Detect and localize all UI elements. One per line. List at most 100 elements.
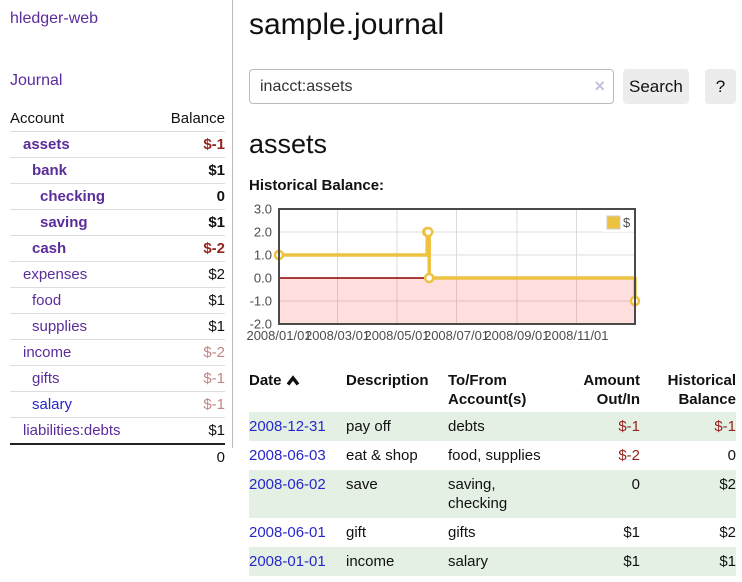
transaction-description: pay off	[346, 418, 391, 435]
account-balance: $2	[154, 261, 225, 288]
column-header-date[interactable]: Date	[249, 368, 346, 412]
svg-text:2.0: 2.0	[254, 225, 272, 240]
transaction-accounts: debts	[448, 418, 485, 435]
register-header-row: Date Description To/From Account(s) Amou…	[249, 368, 736, 412]
column-header-amount: Amount Out/In	[583, 372, 640, 408]
account-balance: 0	[154, 183, 225, 210]
svg-text:2008/11/01: 2008/11/01	[544, 328, 608, 343]
account-link-salary[interactable]: salary	[32, 396, 73, 413]
account-link-saving[interactable]: saving	[40, 214, 88, 231]
account-link-assets[interactable]: assets	[23, 136, 70, 153]
chart-canvas: 3.0 2.0 1.0 0.0 -1.0 -2.02008/01/012008/03/01…	[246, 202, 641, 343]
transaction-row: 2008-06-02 save saving, checking 0 $2	[249, 470, 736, 518]
account-row: expenses $2	[10, 261, 225, 288]
transaction-date-link[interactable]: 2008-06-01	[249, 524, 326, 541]
page-title: sample.journal	[249, 8, 445, 41]
account-row: assets $-1	[10, 131, 225, 158]
transaction-balance: 0	[727, 447, 736, 464]
account-balance: $-2	[154, 235, 225, 262]
account-balance: $1	[154, 157, 225, 184]
account-link-food[interactable]: food	[32, 292, 62, 309]
account-link-cash[interactable]: cash	[32, 240, 67, 257]
transaction-date-link[interactable]: 2008-06-02	[249, 476, 326, 493]
svg-text:2008/07/01: 2008/07/01	[424, 328, 489, 343]
accounts-header-account: Account	[10, 106, 155, 132]
historical-balance-chart: 3.0 2.0 1.0 0.0 -1.0 -2.0 2008/01/01 2008/03/01…	[246, 202, 641, 347]
account-heading: assets	[249, 129, 328, 159]
svg-text:2008/05/01: 2008/05/01	[364, 328, 429, 343]
clear-search-icon[interactable]: ×	[594, 76, 605, 96]
transaction-row: 2008-01-01 income salary $1 $1	[249, 547, 736, 576]
transaction-date-link[interactable]: 2008-12-31	[249, 418, 326, 435]
account-link-liabilities-debts[interactable]: liabilities:debts	[23, 422, 121, 439]
transaction-accounts: saving, checking	[448, 476, 508, 512]
svg-text:1.0: 1.0	[254, 248, 272, 263]
transaction-amount: $-2	[618, 447, 640, 464]
accounts-total-row: 0	[10, 443, 225, 470]
column-header-description: Description	[346, 372, 429, 389]
transaction-description: income	[346, 553, 395, 570]
account-link-checking[interactable]: checking	[40, 188, 106, 205]
column-header-tofrom: To/From Account(s)	[448, 372, 527, 408]
account-balance: $-1	[154, 131, 225, 158]
column-header-balance: Historical Balance	[667, 372, 736, 408]
transaction-row: 2008-06-01 gift gifts $1 $2	[249, 518, 736, 547]
account-row: cash $-2	[10, 235, 225, 262]
account-link-supplies[interactable]: supplies	[32, 318, 88, 335]
account-row: liabilities:debts $1	[10, 417, 225, 445]
transaction-date-link[interactable]: 2008-06-03	[249, 447, 326, 464]
account-row: supplies $1	[10, 313, 225, 340]
app-brand-link[interactable]: hledger-web	[10, 10, 99, 27]
transaction-amount: $1	[623, 553, 640, 570]
account-row: checking 0	[10, 183, 225, 210]
transaction-amount: $-1	[618, 418, 640, 435]
transaction-accounts: salary	[448, 553, 489, 570]
accounts-header-row: Account Balance	[10, 106, 225, 132]
transaction-accounts: food, supplies	[448, 447, 541, 464]
register-table: Date Description To/From Account(s) Amou…	[249, 368, 736, 576]
account-row: income $-2	[10, 339, 225, 366]
main-panel: sample.journal × Search ? assets Histori…	[246, 0, 736, 576]
accounts-table: Account Balance assets $-1 bank $1 check…	[10, 106, 225, 470]
search-button[interactable]: Search	[623, 69, 689, 104]
svg-text:2008/01/01: 2008/01/01	[246, 328, 311, 343]
account-balance: $-1	[154, 365, 225, 392]
help-button[interactable]: ?	[704, 69, 736, 104]
sidebar-item-journal[interactable]: Journal	[10, 72, 63, 89]
accounts-total-value: 0	[154, 443, 225, 470]
account-row: gifts $-1	[10, 365, 225, 392]
transaction-row: 2008-12-31 pay off debts $-1 $-1	[249, 412, 736, 441]
account-link-expenses[interactable]: expenses	[23, 266, 88, 283]
transaction-amount: $1	[623, 524, 640, 541]
transaction-date-link[interactable]: 2008-01-01	[249, 553, 326, 570]
transaction-accounts: gifts	[448, 524, 476, 541]
account-balance: $1	[154, 313, 225, 340]
accounts-header-balance: Balance	[154, 106, 225, 132]
transaction-description: save	[346, 476, 378, 493]
svg-text:-2.0: -2.0	[250, 317, 272, 332]
account-link-gifts[interactable]: gifts	[32, 370, 60, 387]
transaction-row: 2008-06-03 eat & shop food, supplies $-2…	[249, 441, 736, 470]
account-balance: $1	[154, 209, 225, 236]
account-row: bank $1	[10, 157, 225, 184]
svg-text:-1.0: -1.0	[250, 294, 272, 309]
transaction-balance: $1	[719, 553, 736, 570]
sidebar: hledger-web Journal Account Balance asse…	[0, 0, 233, 470]
sort-ascending-icon	[286, 375, 299, 386]
account-row: food $1	[10, 287, 225, 314]
svg-text:0.0: 0.0	[254, 271, 272, 286]
transaction-description: eat & shop	[346, 447, 418, 464]
account-link-bank[interactable]: bank	[32, 162, 68, 179]
account-row: salary $-1	[10, 391, 225, 418]
chart-title: Historical Balance:	[249, 177, 385, 194]
transaction-balance: $2	[719, 524, 736, 541]
search-input[interactable]	[249, 69, 614, 104]
svg-text:3.0: 3.0	[254, 202, 272, 217]
account-link-income[interactable]: income	[23, 344, 72, 361]
transaction-amount: 0	[631, 476, 640, 493]
svg-text:2008/09/01: 2008/09/01	[484, 328, 549, 343]
account-balance: $-2	[154, 339, 225, 366]
svg-text:$: $	[623, 215, 631, 230]
svg-text:2008/03/01: 2008/03/01	[305, 328, 370, 343]
account-row: saving $1	[10, 209, 225, 236]
